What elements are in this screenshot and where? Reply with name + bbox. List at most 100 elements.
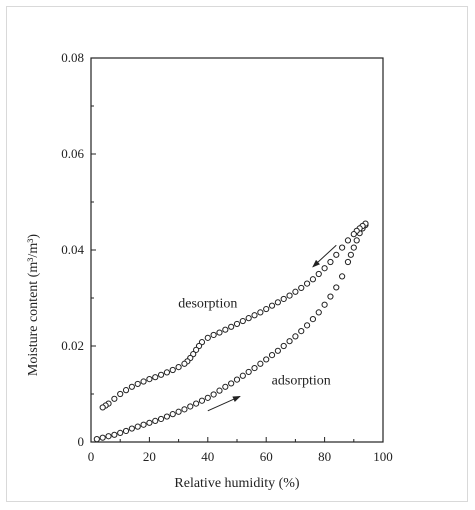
desorption-point	[344, 237, 352, 244]
adsorption-point	[344, 258, 352, 266]
desorption-point	[216, 329, 223, 336]
desorption-point	[251, 312, 258, 319]
adsorption-point	[163, 413, 171, 420]
desorption-point	[350, 231, 357, 238]
desorption-point	[263, 305, 270, 313]
y-tick-label: 0	[78, 434, 85, 449]
desorption-point	[280, 295, 287, 303]
adsorption-point	[187, 403, 194, 410]
desorption-point	[303, 280, 311, 287]
series-adsorption	[93, 221, 369, 443]
desorption-point	[128, 383, 135, 390]
adsorption-point	[274, 347, 281, 354]
adsorption-point	[111, 431, 118, 438]
y-tick-label: 0.02	[61, 338, 84, 353]
y-axis-ticks: 0 0.02 0.04 0.06 0.08	[61, 50, 96, 449]
adsorption-point	[298, 328, 305, 335]
desorption-point	[157, 371, 165, 378]
adsorption-point	[286, 338, 293, 345]
x-tick-label: 60	[260, 449, 273, 464]
direction-arrow	[312, 244, 337, 268]
figure-frame	[6, 6, 468, 502]
adsorption-point	[146, 419, 153, 426]
x-axis-ticks: 0 20 40 60 80 100	[88, 437, 393, 464]
desorption-point	[163, 369, 171, 376]
desorption-point	[257, 309, 264, 316]
x-axis-label: Relative humidity (%)	[174, 476, 300, 491]
desorption-point	[146, 376, 153, 383]
adsorption-point	[350, 244, 357, 251]
adsorption-point	[134, 423, 141, 430]
desorption-point	[204, 334, 211, 341]
adsorption-point	[128, 425, 135, 432]
adsorption-point	[152, 417, 159, 424]
series-layer	[93, 220, 369, 443]
desorption-point	[327, 258, 334, 266]
adsorption-point	[251, 364, 258, 372]
desorption-point	[315, 270, 322, 278]
desorption-point	[286, 292, 293, 299]
desorption-point	[134, 380, 141, 388]
annotation-layer: desorption adsorption	[178, 244, 337, 412]
adsorption-point	[268, 352, 276, 359]
adsorption-point	[347, 251, 354, 258]
desorption-point	[298, 284, 305, 292]
adsorption-point	[257, 360, 264, 367]
desorption-point	[233, 320, 241, 328]
x-tick-label: 100	[373, 449, 393, 464]
desorption-label: desorption	[178, 297, 237, 312]
adsorption-point	[309, 316, 317, 323]
desorption-point	[222, 326, 229, 333]
adsorption-point	[193, 400, 200, 407]
adsorption-point	[169, 411, 176, 418]
y-tick-label: 0.08	[61, 50, 84, 65]
adsorption-point	[93, 436, 100, 443]
adsorption-point	[99, 434, 106, 441]
adsorption-point	[140, 421, 147, 428]
desorption-point	[274, 299, 281, 306]
adsorption-point	[280, 342, 287, 350]
adsorption-point	[157, 415, 165, 423]
desorption-point	[268, 302, 276, 309]
adsorption-point	[216, 387, 223, 394]
adsorption-point	[292, 333, 299, 340]
desorption-point	[245, 315, 252, 322]
adsorption-point	[210, 391, 217, 398]
desorption-point	[152, 374, 159, 381]
adsorption-point	[327, 293, 334, 300]
x-tick-label: 40	[201, 449, 214, 464]
adsorption-point	[263, 356, 270, 363]
desorption-point	[228, 323, 235, 330]
desorption-point	[309, 276, 317, 283]
adsorption-label: adsorption	[272, 373, 331, 388]
desorption-point	[181, 360, 188, 367]
desorption-point	[239, 317, 246, 325]
desorption-point	[169, 366, 176, 374]
x-tick-label: 0	[88, 449, 95, 464]
adsorption-point	[204, 394, 211, 401]
desorption-point	[122, 387, 130, 394]
desorption-point	[140, 378, 147, 385]
desorption-point	[333, 251, 340, 258]
adsorption-point	[353, 237, 360, 244]
adsorption-point	[239, 372, 246, 379]
direction-arrow	[207, 395, 241, 412]
adsorption-point	[181, 406, 188, 413]
y-axis-label: Moisture content (m³/m³)	[26, 234, 41, 376]
y-tick-label: 0.04	[61, 242, 84, 257]
adsorption-point	[339, 273, 346, 280]
adsorption-point	[303, 322, 311, 329]
adsorption-point	[198, 397, 206, 404]
adsorption-point	[333, 284, 340, 291]
x-tick-label: 80	[318, 449, 331, 464]
adsorption-point	[245, 368, 252, 376]
x-tick-label: 20	[143, 449, 156, 464]
desorption-point	[210, 331, 217, 339]
adsorption-point	[175, 408, 182, 415]
series-desorption	[99, 220, 369, 411]
desorption-point	[292, 288, 299, 295]
adsorption-point	[233, 376, 241, 383]
adsorption-point	[222, 383, 229, 390]
desorption-point	[99, 404, 106, 411]
